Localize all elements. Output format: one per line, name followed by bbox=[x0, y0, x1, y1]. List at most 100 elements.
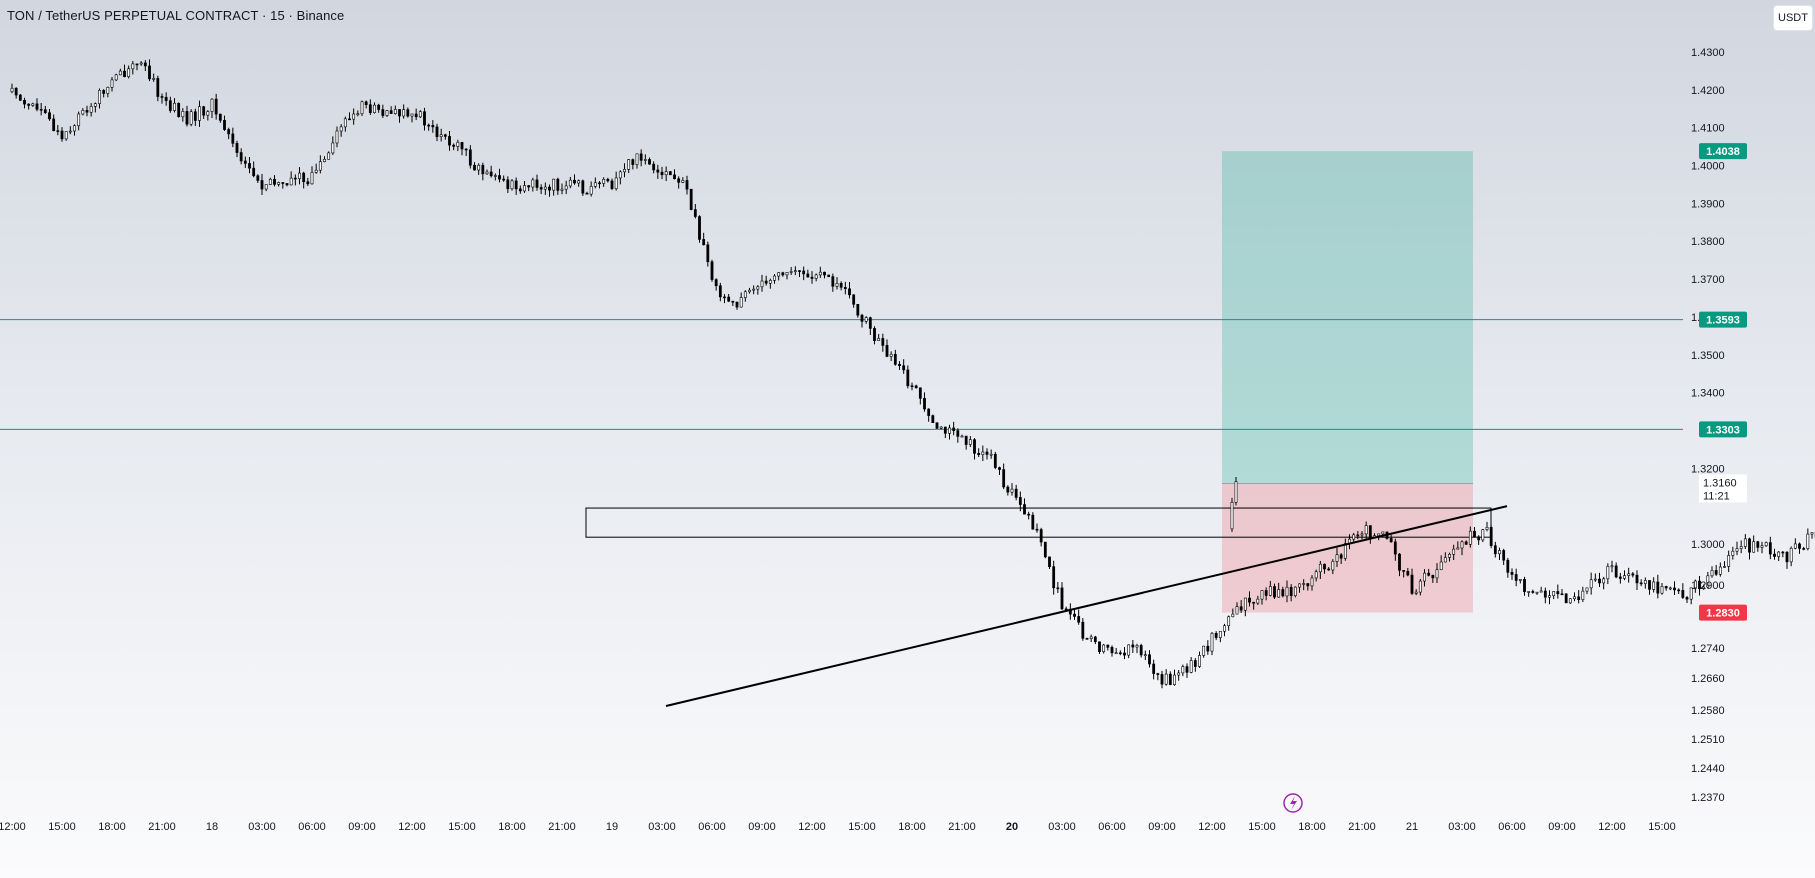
candle-body bbox=[243, 160, 247, 164]
candle-body bbox=[1048, 556, 1051, 567]
candle-body bbox=[935, 422, 939, 429]
candle-body bbox=[1652, 581, 1656, 590]
candle-body bbox=[168, 100, 172, 111]
price-tick-label: 1.4200 bbox=[1691, 85, 1725, 97]
candle-body bbox=[202, 106, 206, 116]
candle-body bbox=[1364, 525, 1368, 535]
currency-button[interactable]: USDT bbox=[1773, 5, 1813, 31]
candle-body bbox=[552, 178, 556, 191]
time-tick-label: 09:00 bbox=[348, 821, 376, 833]
candle-body bbox=[1443, 557, 1447, 563]
candle-body bbox=[264, 184, 268, 190]
candle-body bbox=[1010, 488, 1014, 493]
candle-body bbox=[1810, 532, 1814, 535]
time-tick-label: 03:00 bbox=[1448, 821, 1476, 833]
candle-body bbox=[560, 188, 564, 191]
candles-group bbox=[10, 59, 1815, 689]
price-tick-label: 1.2740 bbox=[1691, 643, 1725, 655]
time-axis[interactable]: 12:00 15:00 18:00 21:00 18 03:00 06:00 09:00 12:… bbox=[0, 821, 1676, 833]
candle-body bbox=[43, 109, 47, 114]
candle-body bbox=[1052, 566, 1056, 589]
candle-body bbox=[589, 186, 593, 195]
target-zone[interactable] bbox=[1222, 151, 1473, 484]
candle-body bbox=[910, 385, 914, 388]
candle-body bbox=[756, 286, 760, 290]
candle-body bbox=[1743, 538, 1747, 547]
candle-body bbox=[531, 179, 535, 188]
stop-zone[interactable] bbox=[1222, 483, 1473, 613]
price-tick-label: 1.3200 bbox=[1691, 463, 1725, 475]
candle-body bbox=[1118, 652, 1122, 655]
candle-body bbox=[260, 180, 264, 190]
time-tick-label: 15:00 bbox=[1248, 821, 1276, 833]
candle-body bbox=[1714, 570, 1718, 575]
candle-body bbox=[914, 385, 918, 389]
time-tick-label: 06:00 bbox=[1498, 821, 1526, 833]
candle-body bbox=[1598, 578, 1601, 584]
candle-body bbox=[718, 285, 722, 298]
candle-body bbox=[1234, 481, 1238, 503]
candle-body bbox=[348, 118, 351, 121]
candle-body bbox=[706, 244, 710, 263]
candle-body bbox=[1227, 616, 1231, 627]
candle-body bbox=[1760, 545, 1764, 548]
candle-body bbox=[1406, 571, 1410, 576]
candle-body bbox=[1085, 638, 1089, 640]
candle-body bbox=[1164, 673, 1168, 685]
candle-body bbox=[939, 426, 943, 429]
candle-body bbox=[1335, 554, 1339, 562]
candle-body bbox=[927, 408, 931, 416]
time-tick-label: 15:00 bbox=[848, 821, 876, 833]
trendline[interactable] bbox=[665, 505, 1508, 707]
candle-body bbox=[1706, 575, 1710, 588]
price-badge bbox=[1699, 311, 1747, 328]
candle-body bbox=[1302, 583, 1306, 585]
range-box[interactable] bbox=[585, 507, 1492, 538]
candle-body bbox=[410, 113, 414, 117]
candle-body bbox=[185, 111, 189, 125]
time-tick-label: 21:00 bbox=[548, 821, 576, 833]
candle-body bbox=[664, 171, 668, 176]
candle-body bbox=[864, 317, 868, 322]
candle-body bbox=[127, 68, 131, 77]
candle-body bbox=[518, 188, 522, 192]
candle-body bbox=[218, 113, 222, 121]
candle-body bbox=[256, 175, 260, 181]
candle-body bbox=[1139, 645, 1143, 656]
candle-body bbox=[660, 171, 664, 176]
time-tick-label: 18:00 bbox=[898, 821, 926, 833]
candle-body bbox=[1556, 591, 1560, 595]
candle-body bbox=[964, 435, 968, 445]
time-tick-label: 12:00 bbox=[0, 821, 26, 833]
candle-body bbox=[1585, 587, 1589, 592]
candle-body bbox=[1223, 625, 1226, 632]
candle-body bbox=[1635, 574, 1639, 584]
candle-body bbox=[1252, 601, 1256, 604]
price-badge-label: 1.2830 bbox=[1706, 608, 1740, 620]
candle-body bbox=[760, 280, 764, 288]
candle-body bbox=[1806, 533, 1810, 549]
candle-body bbox=[1723, 566, 1726, 568]
candle-body bbox=[281, 182, 285, 184]
candle-body bbox=[839, 282, 843, 288]
candle-body bbox=[48, 112, 51, 120]
candle-body bbox=[189, 111, 193, 125]
candle-body bbox=[210, 98, 214, 112]
candle-body bbox=[1181, 666, 1185, 674]
candle-body bbox=[968, 439, 972, 445]
candle-body bbox=[298, 172, 301, 179]
candle-body bbox=[1027, 513, 1031, 516]
candle-body bbox=[831, 276, 835, 287]
candle-body bbox=[10, 87, 14, 93]
candle-body bbox=[985, 451, 989, 455]
candle-body bbox=[152, 78, 156, 80]
candle-body bbox=[852, 294, 856, 305]
lightning-icon[interactable] bbox=[1283, 793, 1303, 813]
candle-body bbox=[818, 271, 822, 276]
candle-body bbox=[573, 179, 576, 184]
candle-body bbox=[489, 171, 493, 177]
candle-body bbox=[681, 180, 685, 183]
price-badges: 1.40381.35931.33031.31551.28301.316011:2… bbox=[1699, 143, 1747, 621]
candle-body bbox=[948, 427, 951, 434]
